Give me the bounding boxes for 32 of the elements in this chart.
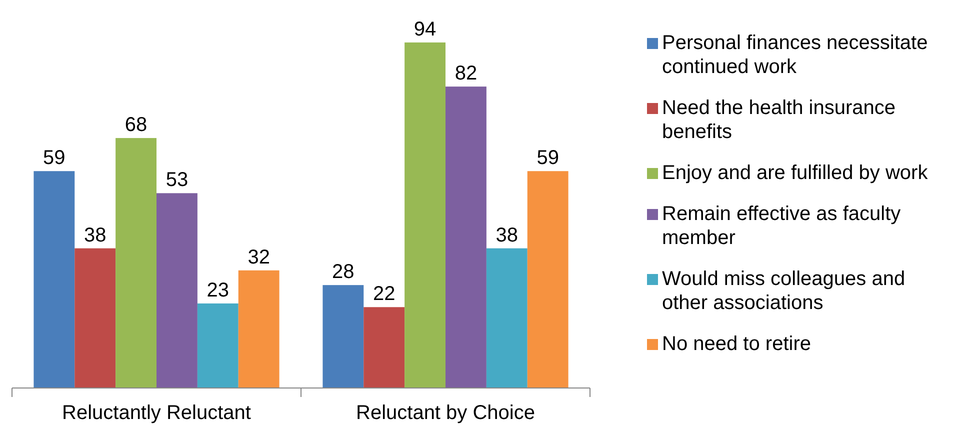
bar xyxy=(238,270,280,388)
x-tick-label: Reluctantly Reluctant xyxy=(62,402,252,424)
data-label: 94 xyxy=(414,18,436,40)
legend-label: No need to retire xyxy=(662,333,811,355)
data-label: 23 xyxy=(206,279,230,302)
data-label: 68 xyxy=(124,114,148,136)
data-label: 22 xyxy=(372,283,396,306)
bar xyxy=(34,171,75,388)
data-label: 82 xyxy=(454,62,478,85)
bar xyxy=(197,303,238,388)
legend-label: Would miss colleagues and other associations xyxy=(662,268,906,314)
bar xyxy=(404,42,446,388)
data-label: 38 xyxy=(84,224,106,246)
legend-label: Need the health insurance benefits xyxy=(662,97,896,143)
bar xyxy=(116,138,156,388)
legend-label: Remain effective as faculty member xyxy=(662,203,901,249)
legend-label: Enjoy and are fulfilled by work xyxy=(662,162,929,184)
data-label: 53 xyxy=(166,169,188,192)
legend-label: Personal finances necessitate continued work xyxy=(662,32,928,78)
bar xyxy=(486,248,528,388)
bar xyxy=(322,285,364,388)
x-tick-label: Reluctant by Choice xyxy=(356,402,535,424)
bar xyxy=(74,248,116,388)
data-label: 28 xyxy=(332,261,354,284)
data-label: 32 xyxy=(248,246,270,268)
data-label: 38 xyxy=(496,224,518,246)
data-label: 59 xyxy=(536,147,559,170)
bar xyxy=(364,307,405,388)
bar xyxy=(156,193,198,388)
bar xyxy=(446,86,486,388)
bar xyxy=(527,171,568,388)
data-label: 59 xyxy=(43,147,66,170)
